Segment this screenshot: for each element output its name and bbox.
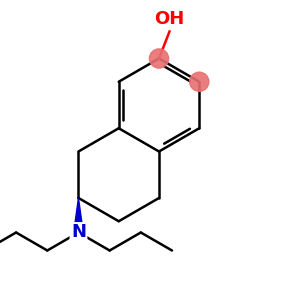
Text: N: N (71, 224, 86, 242)
Circle shape (149, 49, 169, 68)
Circle shape (190, 72, 209, 91)
Polygon shape (74, 198, 83, 232)
Text: OH: OH (154, 11, 184, 28)
